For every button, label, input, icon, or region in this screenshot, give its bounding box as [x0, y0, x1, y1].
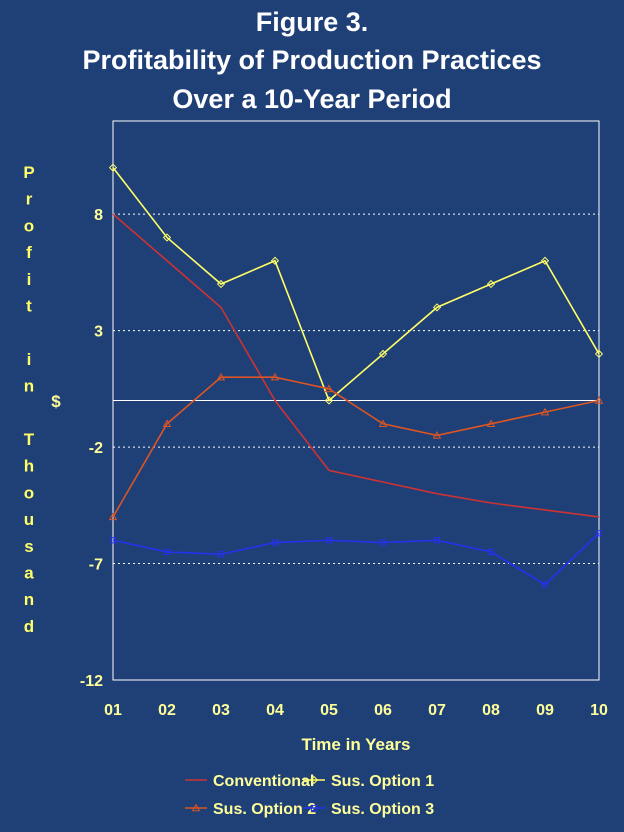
y-axis-label-letter: i	[27, 270, 32, 289]
x-tick-label: 07	[428, 702, 446, 719]
data-point	[594, 396, 604, 404]
data-point	[324, 396, 334, 405]
legend-label: Sus. Option 3	[331, 801, 434, 818]
data-point	[432, 303, 442, 312]
data-point	[325, 537, 333, 544]
data-point	[379, 539, 387, 546]
y-axis-label-letter: o	[24, 483, 34, 502]
data-point	[487, 548, 495, 555]
x-tick-label: 06	[374, 702, 392, 719]
x-tick-label: 03	[212, 702, 230, 719]
y-axis-label-letter: n	[24, 590, 34, 609]
legend-item: Sus. Option 2	[185, 801, 316, 818]
y-tick-label: -2	[89, 440, 103, 457]
y-tick-label: -12	[80, 673, 103, 690]
legend-label: Sus. Option 2	[213, 801, 316, 818]
legend-label: Conventional	[213, 773, 314, 790]
series-line	[112, 167, 600, 402]
data-point	[270, 256, 280, 265]
x-tick-label: 01	[104, 702, 122, 719]
y-axis-label-letter: s	[24, 537, 33, 556]
data-point	[162, 233, 172, 242]
data-point	[216, 372, 226, 381]
data-point	[594, 349, 604, 359]
x-tick-label: 09	[536, 702, 554, 719]
series-line	[112, 532, 600, 586]
data-point	[378, 419, 388, 428]
legend-label: Sus. Option 1	[331, 773, 434, 790]
y-axis-label-letter: n	[24, 377, 34, 396]
y-axis-label-letter: t	[26, 297, 32, 316]
x-tick-labels: 01 02 03 04 05 06 07 08 09 10	[104, 702, 608, 719]
y-tick-label: -7	[89, 557, 103, 574]
y-axis-unit: $	[51, 392, 61, 411]
data-point	[595, 530, 603, 537]
data-point	[486, 419, 496, 428]
y-axis-label-letter: d	[24, 617, 34, 636]
chart-title-line-3: Over a 10-Year Period	[172, 84, 451, 114]
chart-title-line-1: Figure 3.	[256, 7, 369, 37]
data-point	[163, 548, 171, 555]
series-sus-option-2	[108, 372, 604, 521]
series-sus-option-1	[108, 163, 604, 405]
data-point	[191, 803, 201, 812]
data-point	[540, 407, 550, 416]
y-axis-label-letter: h	[24, 457, 34, 476]
data-point	[541, 581, 549, 588]
data-point	[271, 539, 279, 546]
legend-item: Sus. Option 3	[303, 801, 434, 818]
y-axis-label-letter: u	[24, 510, 34, 529]
y-tick-labels: 8 3 -2 -7 -12	[80, 207, 103, 690]
gridlines	[113, 213, 599, 565]
series-line	[112, 376, 600, 518]
y-axis-label-letter: o	[24, 216, 34, 235]
y-axis-label-letter: T	[24, 430, 35, 449]
series-conventional	[112, 213, 600, 518]
x-tick-label: 04	[266, 702, 284, 719]
legend-item: Conventional	[185, 773, 314, 790]
x-tick-label: 08	[482, 702, 500, 719]
data-point	[324, 384, 334, 393]
data-point	[486, 279, 496, 289]
series-sus-option-3	[109, 530, 603, 588]
y-axis-label-letter: i	[27, 350, 32, 369]
chart-title: Figure 3. Profitability of Production Pr…	[82, 7, 541, 114]
chart-title-line-2: Profitability of Production Practices	[82, 45, 541, 75]
data-point	[433, 537, 441, 544]
y-axis-label-letter: r	[26, 190, 33, 209]
data-point	[540, 256, 550, 265]
x-tick-label: 10	[590, 702, 608, 719]
legend-item: Sus. Option 1	[303, 773, 434, 790]
data-point	[432, 431, 442, 439]
data-point	[109, 537, 117, 544]
y-tick-label: 8	[94, 207, 103, 224]
series-line	[112, 213, 600, 518]
data-point	[162, 419, 172, 428]
y-axis-label-letter: f	[26, 243, 32, 262]
data-point	[378, 349, 388, 359]
data-point	[309, 775, 319, 785]
legend: Conventional Sus. Option 1 Sus. Option 2 Su…	[185, 773, 434, 818]
data-point	[216, 279, 226, 289]
x-tick-label: 02	[158, 702, 176, 719]
data-point	[217, 551, 225, 558]
data-point	[310, 804, 318, 812]
x-axis-title: Time in Years	[302, 735, 411, 754]
data-point	[108, 163, 118, 172]
y-axis-label-letter: P	[23, 163, 34, 182]
y-tick-label: 3	[94, 324, 103, 341]
y-axis-label-letter: a	[24, 564, 34, 583]
x-tick-label: 05	[320, 702, 338, 719]
series-lines	[108, 163, 604, 588]
data-point	[270, 372, 280, 381]
data-point	[108, 512, 118, 521]
